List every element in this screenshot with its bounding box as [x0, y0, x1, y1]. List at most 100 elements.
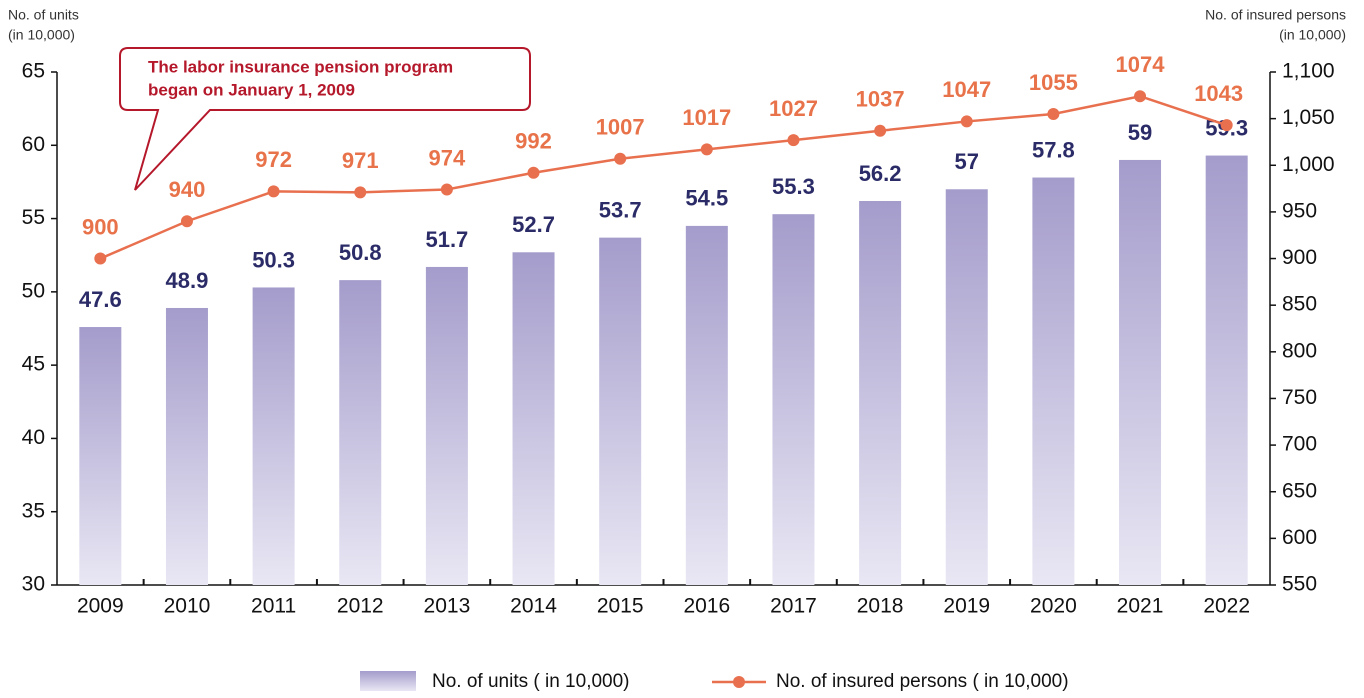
line-point — [1134, 90, 1147, 103]
line — [99, 94, 1228, 260]
y2-tick-label: 550 — [1282, 573, 1317, 596]
bar — [1205, 155, 1248, 585]
y-title: No. of units — [8, 7, 79, 23]
annotation: began on January 1, 2009 — [148, 80, 355, 99]
bar-label: 57 — [955, 149, 979, 174]
line-point — [94, 252, 107, 265]
bar — [79, 327, 122, 585]
x-tick-label: 2016 — [683, 595, 730, 618]
x-tick-label: 2011 — [251, 595, 296, 618]
line-point — [1220, 119, 1233, 132]
x-tick-label: 2015 — [597, 595, 644, 618]
bar — [772, 214, 815, 585]
line-label: 900 — [82, 214, 119, 239]
x-tick-label: 2018 — [857, 595, 904, 618]
y-tick-label: 65 — [22, 60, 45, 83]
bar — [859, 200, 902, 586]
line-point — [354, 186, 367, 199]
line-label: 1043 — [1194, 81, 1243, 106]
line-label: 992 — [515, 129, 552, 154]
line-label: 1047 — [942, 77, 991, 102]
bar-label: 54.5 — [685, 186, 728, 211]
y-tick-label: 55 — [22, 206, 45, 229]
bar-label: 47.6 — [79, 287, 122, 312]
line-point — [267, 185, 280, 198]
bar-label: 56.2 — [859, 161, 902, 186]
bar — [512, 252, 555, 586]
line-point — [1047, 107, 1060, 120]
line-point — [787, 134, 800, 147]
y2-tick-label: 850 — [1282, 293, 1317, 316]
line-point — [874, 124, 887, 137]
bar-label: 55.3 — [772, 174, 815, 199]
legend-label: No. of insured persons ( in 10,000) — [776, 671, 1069, 692]
y-title: (in 10,000) — [8, 27, 75, 43]
line-label: 940 — [169, 177, 206, 202]
y2-tick-label: 1,000 — [1282, 153, 1335, 176]
line-point — [180, 215, 193, 228]
bar-label: 48.9 — [166, 268, 209, 293]
y2-tick-label: 800 — [1282, 339, 1317, 362]
x-tick-label: 2022 — [1203, 595, 1250, 618]
y2-tick-label: 900 — [1282, 246, 1317, 269]
x-tick-label: 2009 — [77, 595, 124, 618]
x-tick-label: 2021 — [1117, 595, 1164, 618]
line-point — [614, 152, 627, 165]
y-tick-label: 60 — [22, 133, 45, 156]
bar — [252, 287, 295, 585]
y2-tick-label: 1,100 — [1282, 60, 1335, 83]
line-point — [960, 115, 973, 128]
y-tick-label: 30 — [22, 573, 45, 596]
line-label: 971 — [342, 148, 379, 173]
y2-title: (in 10,000) — [1279, 27, 1346, 43]
bar — [1032, 177, 1075, 585]
line-label: 1037 — [856, 87, 905, 112]
bar — [685, 225, 728, 585]
y-tick-label: 45 — [22, 353, 45, 376]
y2-tick-label: 750 — [1282, 386, 1317, 409]
line-label: 974 — [429, 145, 466, 170]
line-point — [440, 183, 453, 196]
bar-label: 51.7 — [425, 227, 468, 252]
bar — [945, 189, 988, 585]
y2-tick-label: 700 — [1282, 433, 1317, 456]
bar-label: 50.3 — [252, 247, 295, 272]
bar-label: 57.8 — [1032, 137, 1075, 162]
y2-title: No. of insured persons — [1205, 7, 1346, 23]
line-label: 1017 — [682, 105, 731, 130]
x-tick-label: 2012 — [337, 595, 384, 618]
legend-label: No. of units ( in 10,000) — [432, 671, 630, 692]
x-tick-label: 2014 — [510, 595, 557, 618]
line-point — [527, 166, 540, 179]
y2-tick-label: 950 — [1282, 199, 1317, 222]
bar-label: 53.7 — [599, 197, 642, 222]
line-label: 1074 — [1116, 52, 1166, 77]
bar — [339, 280, 382, 585]
x-tick-label: 2010 — [164, 595, 211, 618]
y-tick-label: 50 — [22, 279, 45, 302]
x-tick-label: 2017 — [770, 595, 817, 618]
annotation: The labor insurance pension program — [148, 57, 453, 76]
bar — [425, 266, 468, 585]
y2-tick-label: 1,050 — [1282, 106, 1335, 129]
y2-tick-label: 650 — [1282, 479, 1317, 502]
x-tick-label: 2013 — [424, 595, 471, 618]
legend-swatch — [360, 671, 416, 691]
line-label: 1007 — [596, 115, 645, 140]
legend-point — [733, 676, 745, 688]
line-label: 1055 — [1029, 70, 1078, 95]
x-tick-label: 2019 — [943, 595, 990, 618]
bar — [599, 237, 642, 585]
bar-label: 59 — [1128, 120, 1152, 145]
bar — [165, 307, 208, 585]
line-point — [700, 143, 713, 156]
bar — [1119, 159, 1162, 585]
y-tick-label: 40 — [22, 426, 45, 449]
y-tick-label: 35 — [22, 499, 45, 522]
x-tick-label: 2020 — [1030, 595, 1077, 618]
bar-label: 52.7 — [512, 212, 555, 237]
line-label: 972 — [255, 147, 292, 172]
callout — [119, 47, 531, 191]
bar-label: 50.8 — [339, 240, 382, 265]
